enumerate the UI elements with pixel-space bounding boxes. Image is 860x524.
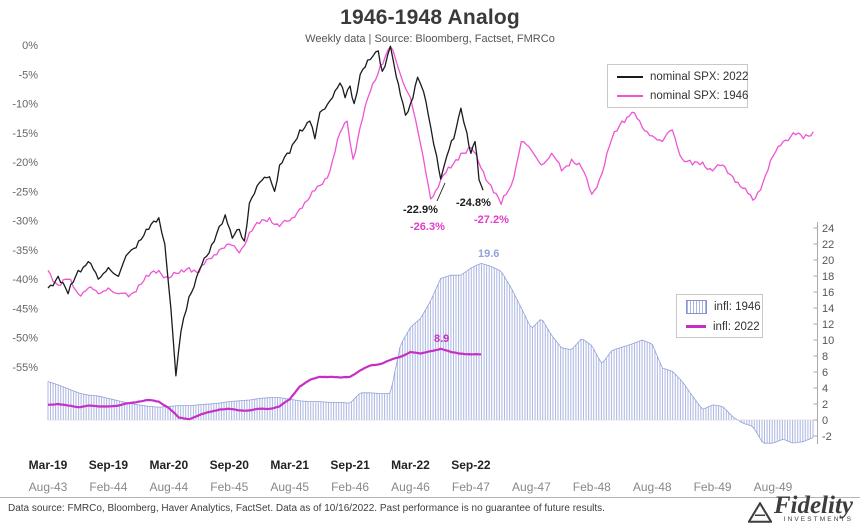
svg-text:Feb-45: Feb-45 xyxy=(210,480,248,494)
svg-text:Aug-43: Aug-43 xyxy=(29,480,68,494)
svg-text:0: 0 xyxy=(822,415,828,427)
svg-text:Aug-44: Aug-44 xyxy=(149,480,188,494)
svg-text:Sep-20: Sep-20 xyxy=(210,458,250,472)
spx-2022-swatch xyxy=(617,75,643,78)
svg-text:16: 16 xyxy=(822,287,834,299)
svg-text:4: 4 xyxy=(822,383,828,395)
svg-text:Sep-19: Sep-19 xyxy=(89,458,129,472)
annotation--27.2%: -27.2% xyxy=(474,214,509,226)
svg-text:Mar-19: Mar-19 xyxy=(29,458,68,472)
footer-disclaimer: Data source: FMRCo, Bloomberg, Haver Ana… xyxy=(8,503,605,514)
svg-text:-25%: -25% xyxy=(12,186,38,198)
legend-item-infl-1946: infl: 1946 xyxy=(686,299,761,314)
svg-text:Feb-49: Feb-49 xyxy=(694,480,732,494)
svg-text:Feb-48: Feb-48 xyxy=(573,480,611,494)
svg-text:12: 12 xyxy=(822,319,834,331)
legend-label-spx-2022: nominal SPX: 2022 xyxy=(650,70,749,83)
svg-text:Aug-46: Aug-46 xyxy=(391,480,430,494)
svg-text:Aug-45: Aug-45 xyxy=(270,480,309,494)
infl-2022-line xyxy=(47,347,482,421)
annotation-8.9: 8.9 xyxy=(434,333,449,345)
svg-text:-10%: -10% xyxy=(12,99,38,111)
svg-text:Feb-47: Feb-47 xyxy=(452,480,490,494)
svg-text:Feb-44: Feb-44 xyxy=(89,480,127,494)
svg-text:24: 24 xyxy=(822,223,834,235)
svg-text:-55%: -55% xyxy=(12,362,38,374)
svg-text:Mar-22: Mar-22 xyxy=(391,458,430,472)
svg-text:-20%: -20% xyxy=(12,157,38,169)
infl-2022-swatch xyxy=(686,325,706,328)
svg-text:-15%: -15% xyxy=(12,128,38,140)
svg-text:-40%: -40% xyxy=(12,274,38,286)
svg-text:0%: 0% xyxy=(22,40,38,52)
brand-name: Fidelity xyxy=(773,492,853,519)
svg-text:22: 22 xyxy=(822,239,834,251)
annotation--22.9%: -22.9% xyxy=(403,204,438,216)
svg-text:Sep-21: Sep-21 xyxy=(330,458,370,472)
svg-text:Aug-49: Aug-49 xyxy=(754,480,793,494)
left-axis-ticks: 0% -5% -10% -15% -20% -25% -30% -35% -40% -45% -50… xyxy=(12,40,38,374)
annotation--26.3%: -26.3% xyxy=(410,221,445,233)
svg-text:-30%: -30% xyxy=(12,216,38,228)
legend-label-spx-1946: nominal SPX: 1946 xyxy=(650,89,749,102)
legend-label-infl-1946: infl: 1946 xyxy=(714,300,761,313)
chart-subtitle: Weekly data | Source: Bloomberg, Factset… xyxy=(305,33,555,45)
legend-spx: nominal SPX: 2022 nominal SPX: 1946 xyxy=(607,64,748,108)
svg-text:8: 8 xyxy=(822,351,828,363)
legend-item-spx-2022: nominal SPX: 2022 xyxy=(617,71,748,83)
x-axis-row-2022: Mar-19 Sep-19 Mar-20 Sep-20 Mar-21 Sep-21 Mar-… xyxy=(29,458,491,472)
svg-text:10: 10 xyxy=(822,335,834,347)
svg-text:-35%: -35% xyxy=(12,245,38,257)
footer-divider xyxy=(0,497,860,498)
legend-infl: infl: 1946 infl: 2022 xyxy=(676,294,763,338)
legend-item-infl-2022: infl: 2022 xyxy=(686,321,760,333)
svg-text:-50%: -50% xyxy=(12,333,38,345)
annotation--24.8%: -24.8% xyxy=(456,197,491,209)
svg-text:-45%: -45% xyxy=(12,303,38,315)
fidelity-pyramid-icon xyxy=(747,502,772,523)
svg-text:Mar-20: Mar-20 xyxy=(149,458,188,472)
svg-text:2: 2 xyxy=(822,399,828,411)
infl-1946-bars xyxy=(47,262,814,444)
legend-item-spx-1946: nominal SPX: 1946 xyxy=(617,90,748,102)
fidelity-logo: Fidelity INVESTMENTS xyxy=(747,492,853,523)
spx-1946-swatch xyxy=(617,94,643,97)
spx-1946-line xyxy=(47,46,814,298)
x-axis-row-1946: Aug-43 Feb-44 Aug-44 Feb-45 Aug-45 Feb-46 Aug-… xyxy=(29,480,793,494)
annotation-19.6: 19.6 xyxy=(478,248,499,260)
svg-text:Aug-47: Aug-47 xyxy=(512,480,551,494)
svg-text:14: 14 xyxy=(822,303,834,315)
svg-text:Mar-21: Mar-21 xyxy=(270,458,309,472)
spx-2022-line xyxy=(47,45,484,377)
svg-text:6: 6 xyxy=(822,367,828,379)
svg-text:18: 18 xyxy=(822,271,834,283)
svg-text:Aug-48: Aug-48 xyxy=(633,480,672,494)
svg-text:-2: -2 xyxy=(822,431,832,443)
annotations: -22.9% -26.3% -24.8% -27.2% 19.6 8.9 xyxy=(403,182,509,345)
svg-text:-5%: -5% xyxy=(18,69,38,81)
page-title: 1946-1948 Analog xyxy=(340,6,520,29)
svg-text:Feb-46: Feb-46 xyxy=(331,480,369,494)
legend-label-infl-2022: infl: 2022 xyxy=(713,320,760,333)
brand-subtext: INVESTMENTS xyxy=(783,516,853,523)
infl-1946-swatch xyxy=(686,299,707,314)
svg-text:20: 20 xyxy=(822,255,834,267)
svg-text:Sep-22: Sep-22 xyxy=(451,458,491,472)
